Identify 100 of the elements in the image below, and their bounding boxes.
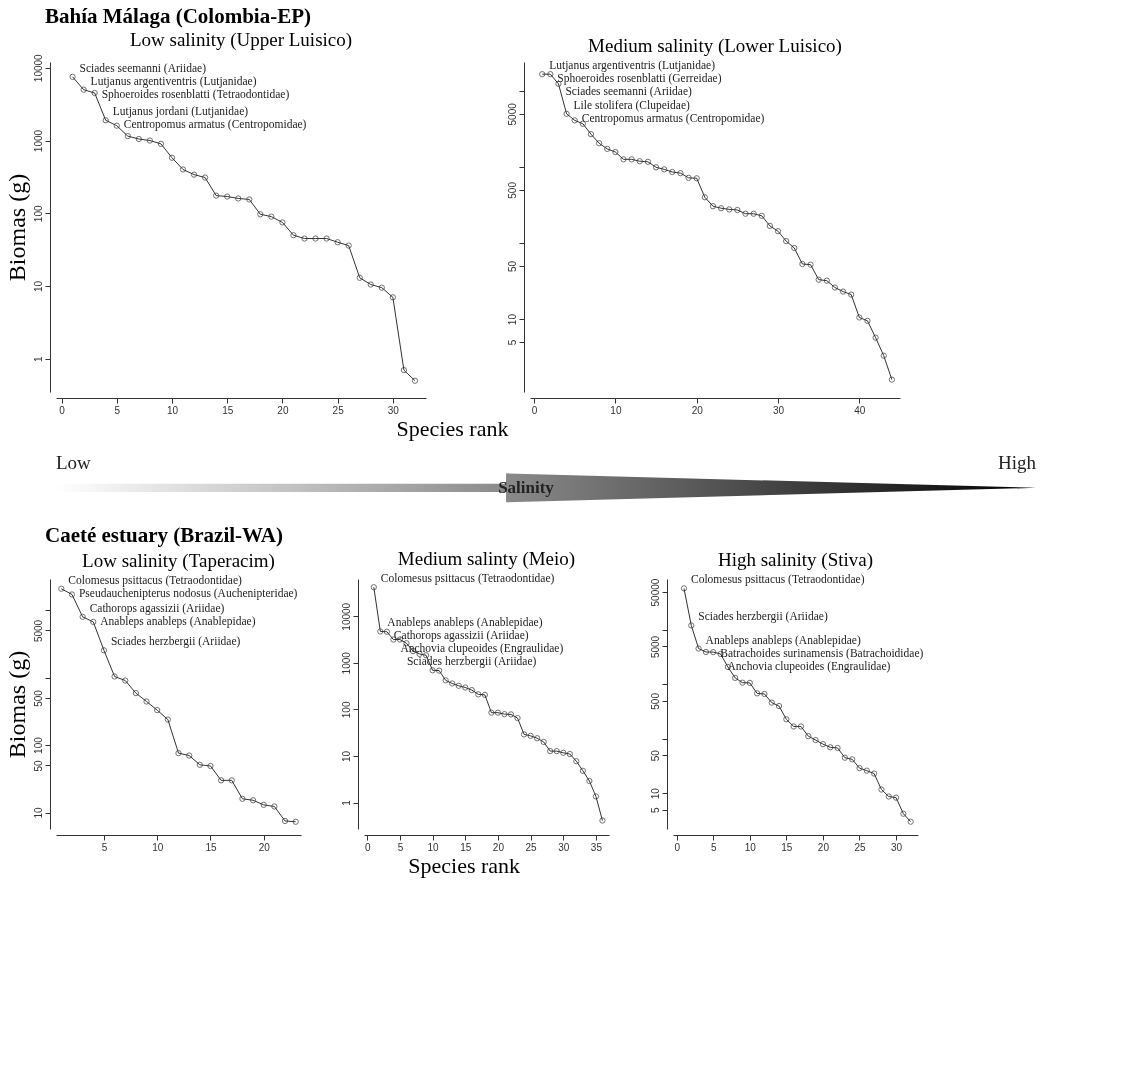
y-tick-label: 1000 xyxy=(340,651,352,675)
point xyxy=(604,145,611,153)
annotation: Sciades seemanni (Ariidae) xyxy=(79,61,207,75)
point xyxy=(301,235,308,242)
point xyxy=(113,122,120,129)
annotation: Anableps anableps (Anablepidae) xyxy=(705,633,861,647)
point xyxy=(864,317,871,324)
point xyxy=(856,314,863,321)
point xyxy=(732,674,739,682)
y-tick-label: 100 xyxy=(32,736,44,754)
point xyxy=(841,754,849,761)
point xyxy=(834,744,841,752)
annotation: Pseudauchenipterus nodosus (Auchenipteridae) xyxy=(78,586,298,600)
y-tick-label: 10 xyxy=(649,787,661,800)
y-tick-label: 50 xyxy=(506,260,518,272)
y-tick-label: 100 xyxy=(32,205,44,223)
point xyxy=(823,277,830,284)
y-tick-label: 500 xyxy=(32,689,44,707)
point xyxy=(435,667,443,674)
point xyxy=(356,274,363,281)
point xyxy=(488,709,495,716)
point xyxy=(175,749,182,757)
point xyxy=(612,148,619,156)
x-axis-title: Species rank xyxy=(408,853,521,878)
annotation: Centropomus armatus (Centropomidae) xyxy=(581,111,765,125)
point xyxy=(592,793,600,800)
point xyxy=(190,171,198,178)
y-tick-label: 50 xyxy=(649,749,661,762)
x-axis-title: Species rank xyxy=(396,416,509,441)
y-tick-label: 10 xyxy=(506,313,518,326)
x-tick-label: 20 xyxy=(492,841,505,853)
x-tick-label: 20 xyxy=(817,841,830,853)
chart-title: Low salinity (Upper Luisico) xyxy=(129,28,353,51)
point xyxy=(201,174,209,181)
chart-title: High salinity (Stiva) xyxy=(717,549,874,572)
x-tick-label: 15 xyxy=(205,841,217,853)
point xyxy=(79,613,86,620)
point xyxy=(389,294,397,301)
chart-title: Medium salinty (Meio) xyxy=(397,548,576,571)
point xyxy=(849,756,856,763)
y-tick-label: 1000 xyxy=(32,129,44,153)
point xyxy=(164,716,171,723)
point xyxy=(90,618,97,626)
point xyxy=(812,736,819,744)
point xyxy=(742,210,749,217)
point xyxy=(257,211,264,218)
y-tick-label: 500 xyxy=(506,181,518,199)
point xyxy=(462,684,469,691)
x-tick-label: 0 xyxy=(364,841,371,853)
point xyxy=(775,702,783,710)
annotation: Lutjanus argentiventris (Lutjanidae) xyxy=(90,74,257,88)
x-tick-label: 20 xyxy=(258,841,271,853)
point xyxy=(271,803,278,810)
x-tick-label: 30 xyxy=(387,404,400,416)
point xyxy=(563,110,570,117)
text: High xyxy=(998,452,1037,474)
point xyxy=(758,212,765,219)
annotation: Batrachoides surinamensis (Batrachoididae) xyxy=(720,646,924,660)
point xyxy=(702,648,710,656)
annotation: Lile stolifera (Clupeidae) xyxy=(573,98,690,112)
x-tick-label: 25 xyxy=(854,841,866,853)
point xyxy=(80,86,87,93)
point xyxy=(790,723,797,730)
point xyxy=(791,244,798,252)
point xyxy=(892,794,900,801)
y-tick-label: 5000 xyxy=(649,635,661,659)
x-tick-label: 30 xyxy=(891,841,903,853)
point xyxy=(442,677,449,684)
point xyxy=(217,777,225,784)
point xyxy=(157,140,165,147)
point xyxy=(560,749,567,756)
annotation: Colomesus psittacus (Tetraodontidae) xyxy=(68,573,243,587)
point xyxy=(688,622,695,629)
x-tick-label: 0 xyxy=(674,841,681,853)
annotation: Sciades herzbergii (Ariidae) xyxy=(698,610,828,624)
point xyxy=(481,691,489,698)
point xyxy=(501,711,508,718)
text: Caeté estuary (Brazil-WA) xyxy=(45,523,283,548)
annotation: Sphoeroides rosenblatti (Tetraodontidae) xyxy=(101,87,290,101)
point xyxy=(620,156,627,163)
text: Bahía Málaga (Colombia-EP) xyxy=(45,3,311,28)
point xyxy=(870,770,878,777)
x-tick-label: 10 xyxy=(610,404,622,416)
point xyxy=(520,731,528,738)
point xyxy=(595,140,603,147)
x-tick-label: 35 xyxy=(590,841,603,853)
chart-title: Medium salinity (Lower Luisico) xyxy=(588,35,842,58)
point xyxy=(260,801,267,808)
point xyxy=(900,810,907,817)
point xyxy=(533,735,541,742)
x-tick-label: 5 xyxy=(710,841,717,853)
point xyxy=(143,698,150,705)
point xyxy=(848,291,855,298)
annotation: Cathorops agassizii (Ariidae) xyxy=(393,629,529,643)
y-tick-label: 500 xyxy=(649,692,661,710)
y-tick-label: 10000 xyxy=(32,53,44,83)
y-tick-label: 10000 xyxy=(340,602,352,631)
annotation: Sciades herzbergii (Ariidae) xyxy=(406,655,537,669)
point xyxy=(839,288,847,295)
annotation: Colomesus psittacus (Tetraodontidae) xyxy=(380,572,555,586)
